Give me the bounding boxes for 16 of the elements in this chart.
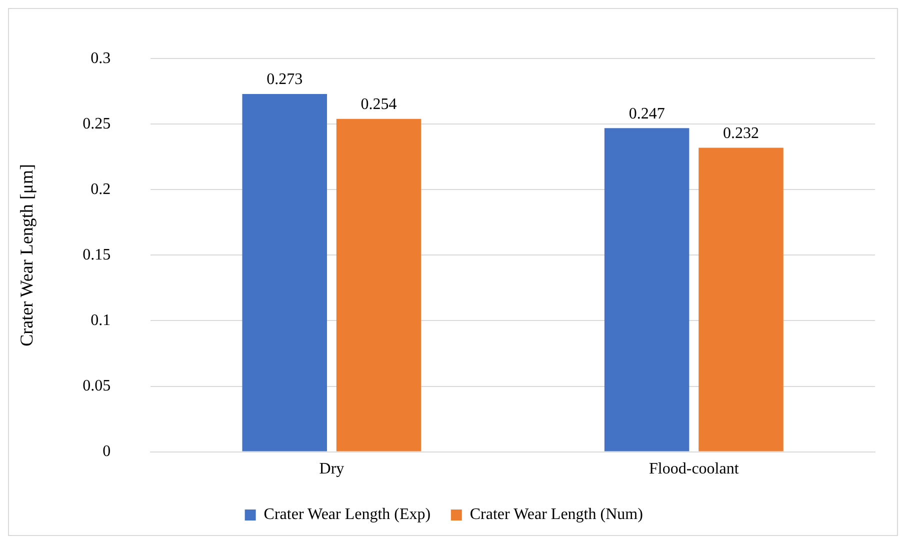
- legend-label: Crater Wear Length (Exp): [264, 506, 431, 524]
- y-tick-label: 0.05: [82, 377, 111, 394]
- y-tick-label: 0: [102, 443, 111, 460]
- y-tick-label: 0.15: [82, 246, 111, 264]
- y-tick-label: 0.2: [90, 180, 111, 198]
- y-tick-label: 0.3: [90, 50, 111, 67]
- data-label: 0.254: [360, 96, 397, 114]
- data-label: 0.232: [722, 124, 759, 142]
- y-tick-label: 0.1: [90, 312, 111, 329]
- legend-label: Crater Wear Length (Num): [470, 506, 643, 524]
- data-label: 0.273: [266, 71, 303, 88]
- x-tick-label: Flood-coolant: [649, 460, 740, 478]
- y-tick-label: 0.25: [82, 115, 111, 132]
- data-label: 0.247: [628, 105, 665, 122]
- y-axis-title: Crater Wear Length [μm]: [16, 164, 37, 346]
- x-tick-label: Dry: [319, 460, 344, 478]
